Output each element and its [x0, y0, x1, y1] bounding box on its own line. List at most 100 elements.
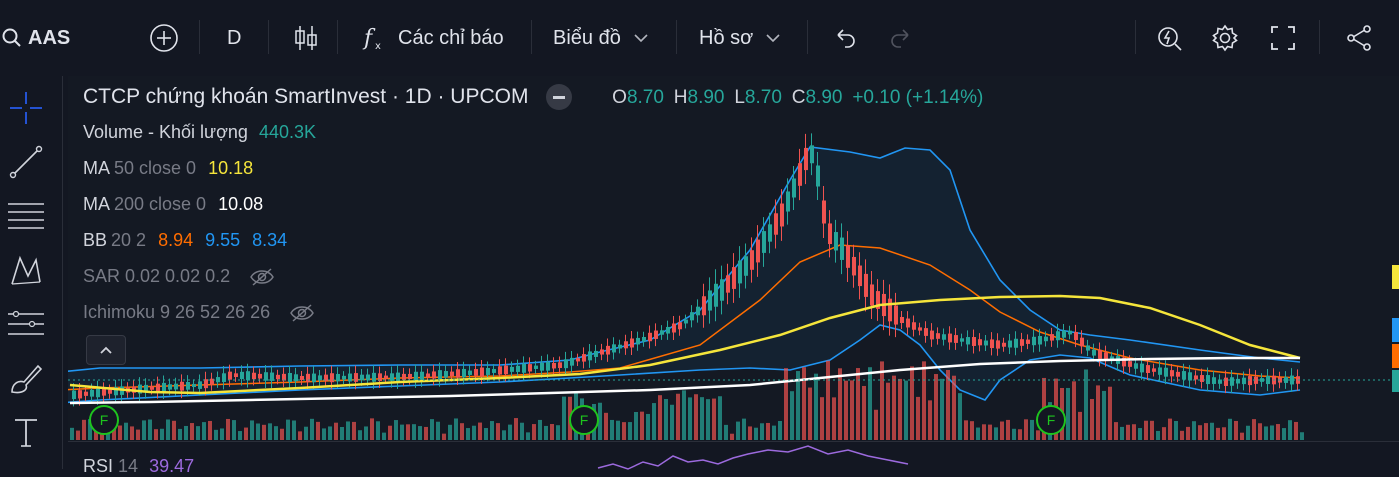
volume-bar [634, 412, 638, 440]
volume-bar [436, 421, 440, 440]
volume-bar [736, 421, 740, 440]
redo-button[interactable] [888, 0, 914, 76]
ohlc-change: +0.10 (+1.14%) [852, 86, 984, 108]
interval-button[interactable]: D [227, 0, 241, 76]
ma50-line [69, 294, 1301, 395]
candle-body [162, 382, 166, 392]
candle-body [684, 319, 688, 324]
volume-bar [1270, 425, 1274, 440]
candle-body [624, 341, 628, 349]
candle-body [390, 373, 394, 381]
financial-event-marker[interactable] [1036, 405, 1066, 435]
volume-bar [208, 420, 212, 440]
candle-body [1290, 375, 1294, 385]
candle-body [732, 267, 736, 289]
legend-bb[interactable]: BB 20 2 8.94 9.55 8.34 [83, 230, 293, 251]
volume-bar [808, 387, 812, 440]
candle-body [228, 371, 232, 380]
collapse-legend-button[interactable] [86, 335, 126, 365]
trendline-tool[interactable] [6, 142, 46, 182]
volume-bar [1150, 420, 1154, 440]
volume-bar [448, 424, 452, 440]
brush-tool[interactable] [6, 358, 46, 398]
legend-volume[interactable]: Volume - Khối lượng 440.3K [83, 122, 322, 143]
volume-bar [616, 420, 620, 440]
chart-style-button[interactable] [293, 0, 319, 76]
candle-body [1284, 377, 1288, 383]
volume-bar [532, 424, 536, 440]
hide-legend-button[interactable] [546, 84, 573, 110]
share-button[interactable] [1345, 0, 1375, 76]
volume-bar [1144, 420, 1148, 440]
ma200-line [69, 356, 1300, 405]
volume-bar [880, 361, 884, 440]
volume-bar [814, 373, 818, 440]
fib-tool[interactable] [6, 196, 46, 236]
chevron-up-icon [100, 346, 112, 354]
candle-body [1218, 379, 1222, 384]
alert-button[interactable] [1155, 0, 1185, 76]
candle-body [420, 371, 424, 380]
fullscreen-button[interactable] [1268, 0, 1298, 76]
gear-icon [1212, 24, 1238, 52]
eye-off-icon[interactable] [249, 267, 275, 287]
eye-off-icon[interactable] [289, 303, 315, 323]
financial-event-marker[interactable] [569, 405, 599, 435]
forecast-tool[interactable] [6, 304, 46, 344]
add-symbol-button[interactable] [149, 0, 179, 76]
candle-body [252, 372, 256, 380]
candle-body [1050, 334, 1054, 341]
candle-body [948, 333, 952, 343]
volume-bar [1192, 421, 1196, 440]
candle-body [1176, 371, 1180, 377]
legend-ma50[interactable]: MA 50 close 0 10.18 [83, 158, 259, 179]
toolbar-divider [531, 20, 532, 54]
volume-bar [556, 425, 560, 440]
profile-menu[interactable]: Hồ sơ [699, 0, 785, 76]
candle-body [114, 387, 118, 396]
text-tool[interactable] [6, 412, 46, 452]
sar-label: SAR 0.02 0.02 0.2 [83, 266, 231, 286]
candle-body [630, 338, 634, 348]
candle-body [618, 344, 622, 349]
volume-bar [124, 422, 128, 440]
candle-body [1200, 375, 1204, 382]
candle-body [348, 373, 352, 382]
candle-body [360, 374, 364, 381]
profile-label: Hồ sơ [699, 26, 754, 49]
volume-bar [1096, 385, 1100, 440]
crosshair-tool[interactable] [6, 88, 46, 128]
legend-ma200[interactable]: MA 200 close 0 10.08 [83, 194, 269, 215]
candle-body [972, 337, 976, 346]
symbol-search[interactable]: AAS [0, 0, 70, 76]
volume-bar [256, 423, 260, 440]
candle-body [1224, 377, 1228, 386]
candle-body [786, 191, 790, 212]
volume-bar [514, 418, 518, 440]
volume-bar [766, 422, 770, 440]
chart-type-menu[interactable]: Biểu đồ [553, 0, 653, 76]
settings-button[interactable] [1210, 0, 1240, 76]
candle-body [300, 375, 304, 381]
pattern-tool[interactable] [6, 250, 46, 290]
candle-body [1092, 349, 1096, 356]
volume-bar [604, 412, 608, 440]
volume-bar [838, 368, 842, 440]
candle-body [678, 322, 682, 330]
volume-bar [454, 418, 458, 440]
rsi-pane[interactable]: RSI 14 39.47 [68, 441, 1399, 476]
candle-body [990, 339, 994, 349]
symbol-title[interactable]: CTCP chứng khoán SmartInvest · 1D · UPCO… [83, 84, 529, 108]
fib-icon [8, 203, 44, 229]
financial-event-marker[interactable] [89, 405, 119, 435]
candle-body [1194, 375, 1198, 380]
legend-ichimoku[interactable]: Ichimoku 9 26 52 26 26 [83, 302, 315, 323]
ma50-label: MA [83, 158, 110, 178]
candle-body [780, 203, 784, 227]
legend-sar[interactable]: SAR 0.02 0.02 0.2 [83, 266, 275, 287]
undo-button[interactable] [832, 0, 858, 76]
toolbar-divider [1135, 20, 1136, 54]
candle-body [264, 372, 268, 381]
